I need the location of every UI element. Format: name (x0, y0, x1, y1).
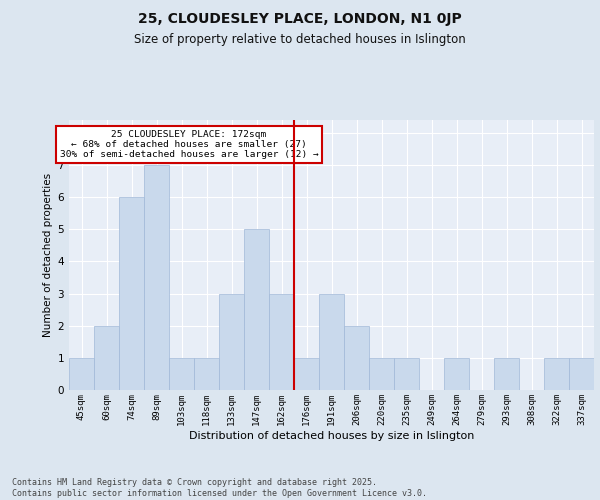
Text: 25, CLOUDESLEY PLACE, LONDON, N1 0JP: 25, CLOUDESLEY PLACE, LONDON, N1 0JP (138, 12, 462, 26)
Bar (69, 358, 94, 390)
Text: Contains HM Land Registry data © Crown copyright and database right 2025.
Contai: Contains HM Land Registry data © Crown c… (12, 478, 427, 498)
Bar (294, 358, 319, 390)
Bar (394, 358, 419, 390)
Bar (119, 197, 144, 390)
Bar (444, 358, 469, 390)
Bar (219, 294, 244, 390)
Bar (194, 358, 219, 390)
Bar (544, 358, 569, 390)
Bar (244, 230, 269, 390)
Bar (369, 358, 394, 390)
Y-axis label: Number of detached properties: Number of detached properties (43, 173, 53, 337)
Bar (269, 294, 294, 390)
Bar (569, 358, 594, 390)
Bar (319, 294, 344, 390)
Bar (169, 358, 194, 390)
Bar (94, 326, 119, 390)
X-axis label: Distribution of detached houses by size in Islington: Distribution of detached houses by size … (189, 430, 474, 440)
Bar (344, 326, 369, 390)
Bar (144, 165, 169, 390)
Bar (494, 358, 519, 390)
Text: Size of property relative to detached houses in Islington: Size of property relative to detached ho… (134, 32, 466, 46)
Text: 25 CLOUDESLEY PLACE: 172sqm
← 68% of detached houses are smaller (27)
30% of sem: 25 CLOUDESLEY PLACE: 172sqm ← 68% of det… (59, 130, 319, 160)
